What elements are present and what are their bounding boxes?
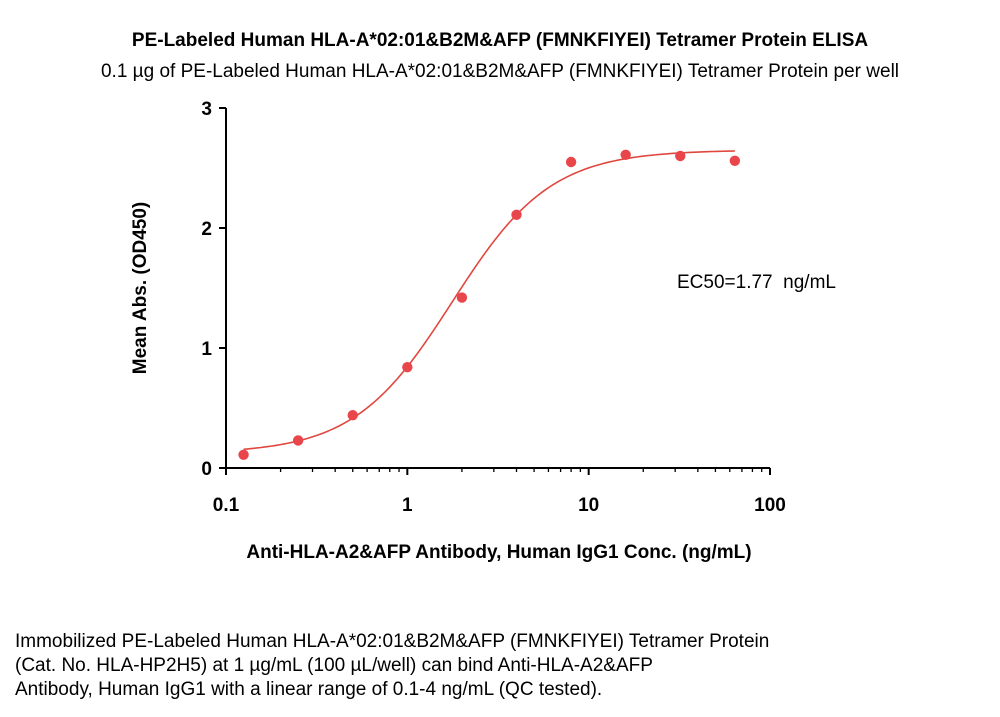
axes	[219, 107, 771, 475]
y-tick-label: 0	[201, 459, 212, 480]
data-point	[402, 362, 413, 373]
caption: Immobilized PE-Labeled Human HLA-A*02:01…	[15, 630, 975, 702]
x-tick-label: 100	[754, 495, 786, 516]
y-axis-label: Mean Abs. (OD450)	[130, 202, 151, 374]
caption-line: (Cat. No. HLA-HP2H5) at 1 µg/mL (100 µL/…	[15, 655, 653, 676]
caption-line: Antibody, Human IgG1 with a linear range…	[15, 679, 603, 700]
y-tick-label: 1	[201, 339, 212, 360]
x-tick-label: 1	[402, 495, 413, 516]
ec50-annotation: EC50=1.77 ng/mL	[677, 272, 836, 293]
data-point	[238, 449, 249, 460]
y-tick-label: 3	[201, 99, 212, 120]
data-point	[347, 410, 358, 421]
data-point	[511, 209, 522, 220]
caption-line: Immobilized PE-Labeled Human HLA-A*02:01…	[15, 631, 770, 652]
chart: 0 1 2 3 0.1 1 10 100 Anti-HLA-A2&AFP Antibody, …	[130, 99, 836, 563]
tick-labels: 0 1 2 3 0.1 1 10 100	[201, 99, 785, 516]
chart-subtitle: 0.1 µg of PE-Labeled Human HLA-A*02:01&B…	[100, 61, 900, 82]
y-tick-label: 2	[201, 219, 212, 240]
data-point	[565, 156, 577, 168]
data-point	[729, 155, 741, 166]
data-point	[292, 435, 304, 446]
data-point	[675, 150, 686, 162]
x-tick-label: 10	[578, 495, 599, 516]
chart-title: PE-Labeled Human HLA-A*02:01&B2M&AFP (FM…	[131, 30, 869, 51]
fit-curve	[243, 150, 735, 451]
data-point	[456, 292, 468, 303]
x-tick-label: 0.1	[213, 495, 240, 516]
data-points	[238, 149, 741, 460]
x-axis-label: Anti-HLA-A2&AFP Antibody, Human IgG1 Con…	[246, 542, 751, 563]
data-point	[620, 149, 631, 160]
